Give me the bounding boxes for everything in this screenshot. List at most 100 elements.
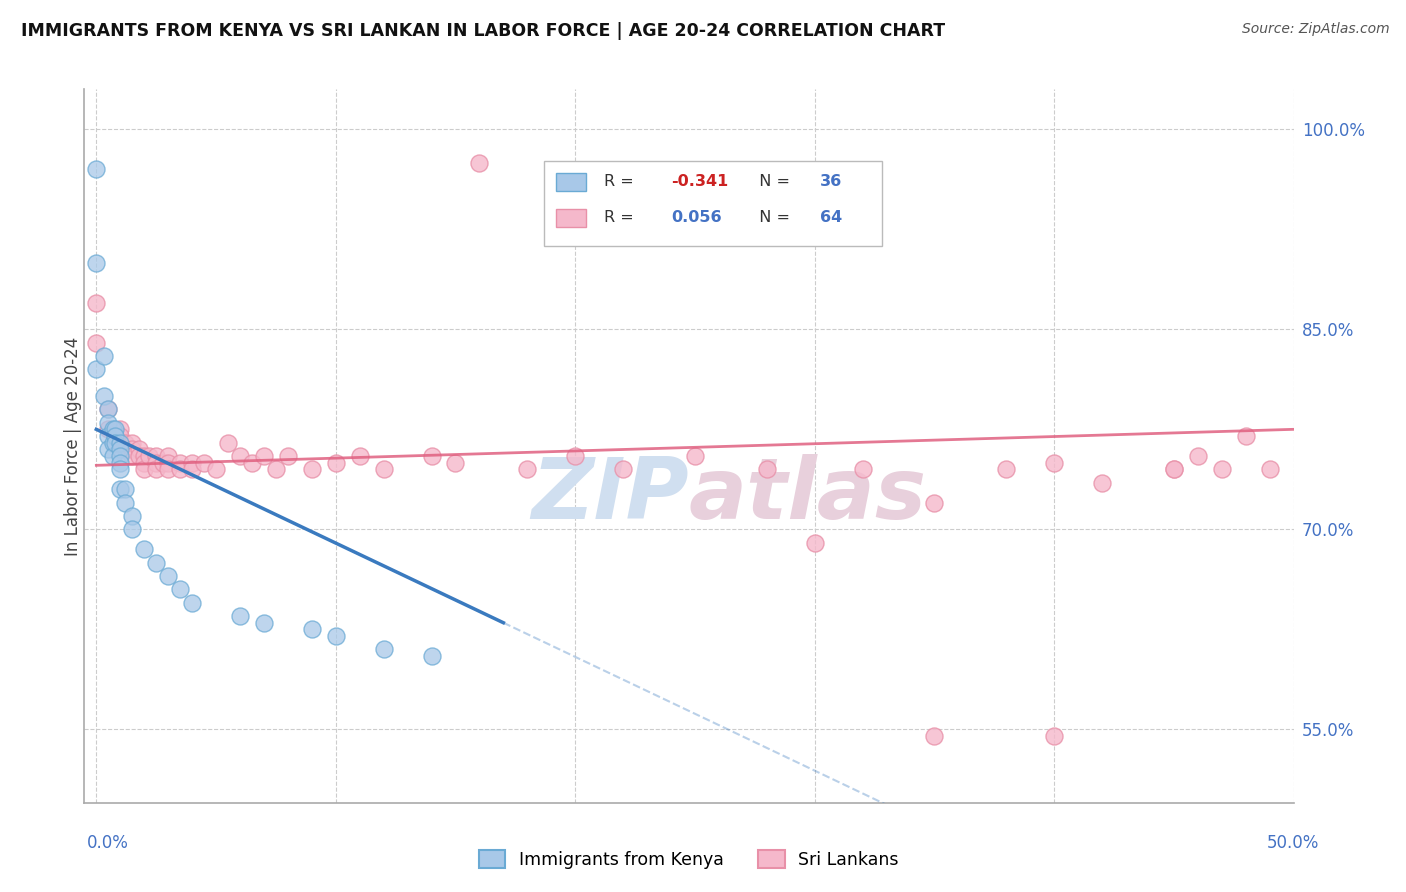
Point: [134, 462, 156, 476]
Point: [104, 435, 127, 450]
FancyBboxPatch shape: [544, 161, 883, 246]
Point: [97, 429, 120, 443]
Point: [128, 442, 150, 457]
Point: [803, 535, 825, 549]
Point: [145, 462, 167, 476]
Point: [93, 349, 115, 363]
Text: -0.341: -0.341: [671, 175, 728, 189]
Point: [121, 449, 143, 463]
Point: [97, 402, 120, 417]
Point: [97, 416, 120, 430]
Point: [373, 642, 395, 657]
Point: [121, 509, 143, 524]
Point: [101, 449, 124, 463]
Point: [229, 609, 252, 624]
Point: [97, 422, 120, 436]
Point: [612, 462, 634, 476]
Point: [134, 456, 156, 470]
Point: [134, 542, 156, 557]
Point: [86, 362, 108, 376]
Point: [110, 483, 132, 497]
Legend: Immigrants from Kenya, Sri Lankans: Immigrants from Kenya, Sri Lankans: [472, 844, 905, 876]
Point: [121, 442, 143, 457]
Text: R =: R =: [605, 211, 640, 225]
Point: [110, 449, 132, 463]
Text: 50.0%: 50.0%: [1267, 834, 1319, 852]
Text: 0.0%: 0.0%: [87, 834, 129, 852]
Point: [104, 429, 127, 443]
Point: [253, 449, 276, 463]
Point: [145, 456, 167, 470]
Point: [145, 556, 167, 570]
Point: [110, 429, 132, 443]
Point: [101, 422, 124, 436]
Point: [104, 422, 127, 436]
Point: [1043, 729, 1066, 743]
Point: [134, 449, 156, 463]
Text: N =: N =: [749, 175, 796, 189]
Text: IMMIGRANTS FROM KENYA VS SRI LANKAN IN LABOR FORCE | AGE 20-24 CORRELATION CHART: IMMIGRANTS FROM KENYA VS SRI LANKAN IN L…: [21, 22, 945, 40]
Point: [97, 402, 120, 417]
Point: [169, 462, 191, 476]
Point: [420, 649, 443, 664]
Point: [101, 435, 124, 450]
Point: [217, 435, 239, 450]
Point: [86, 162, 108, 177]
Point: [169, 456, 191, 470]
Text: ZIP: ZIP: [531, 454, 689, 538]
Point: [114, 442, 136, 457]
Point: [516, 462, 538, 476]
Text: N =: N =: [749, 211, 796, 225]
Point: [104, 429, 127, 443]
Point: [193, 456, 215, 470]
Point: [157, 456, 180, 470]
Text: Source: ZipAtlas.com: Source: ZipAtlas.com: [1241, 22, 1389, 37]
Point: [1163, 462, 1185, 476]
Point: [240, 456, 263, 470]
Point: [86, 255, 108, 269]
Point: [110, 435, 132, 450]
Text: 36: 36: [820, 175, 842, 189]
Text: 64: 64: [820, 211, 842, 225]
Point: [138, 449, 160, 463]
Point: [1043, 456, 1066, 470]
Point: [114, 496, 136, 510]
Point: [152, 456, 174, 470]
Point: [93, 389, 115, 403]
Point: [1211, 462, 1233, 476]
Point: [114, 483, 136, 497]
Point: [253, 615, 276, 630]
Point: [444, 456, 467, 470]
Point: [110, 462, 132, 476]
Point: [121, 435, 143, 450]
Point: [301, 462, 323, 476]
Point: [157, 449, 180, 463]
Point: [1258, 462, 1281, 476]
Point: [169, 582, 191, 597]
Point: [851, 462, 873, 476]
Y-axis label: In Labor Force | Age 20-24: In Labor Force | Age 20-24: [65, 336, 82, 556]
Point: [1091, 475, 1114, 490]
Point: [181, 596, 204, 610]
Point: [683, 449, 706, 463]
Text: 0.056: 0.056: [671, 211, 721, 225]
Point: [229, 449, 252, 463]
Point: [564, 449, 586, 463]
Point: [86, 335, 108, 350]
Point: [110, 442, 132, 457]
FancyBboxPatch shape: [555, 209, 586, 227]
Point: [157, 569, 180, 583]
Point: [755, 462, 778, 476]
Point: [468, 155, 491, 169]
Text: R =: R =: [605, 175, 640, 189]
Point: [349, 449, 371, 463]
Point: [1163, 462, 1185, 476]
Point: [114, 435, 136, 450]
Point: [373, 462, 395, 476]
Point: [157, 462, 180, 476]
Point: [301, 623, 323, 637]
Point: [121, 522, 143, 536]
Point: [205, 462, 228, 476]
Point: [1234, 429, 1257, 443]
Point: [924, 729, 946, 743]
